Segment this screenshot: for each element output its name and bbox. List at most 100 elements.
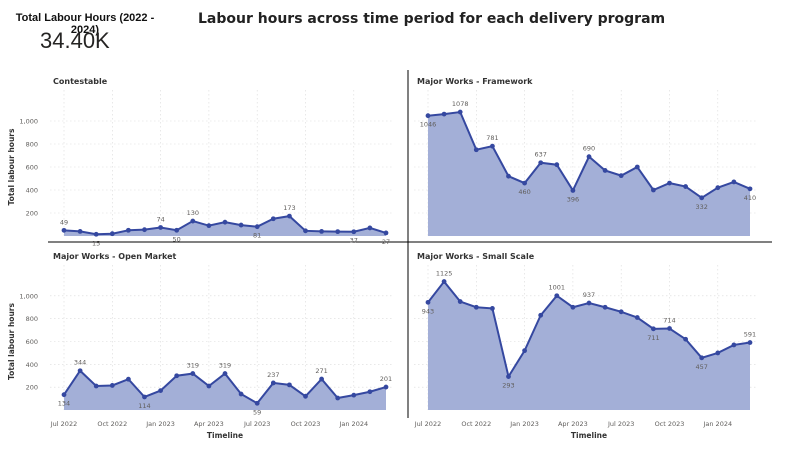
x-tick-label: Jan 2024 [338,420,368,428]
data-point [554,162,560,168]
data-label: 396 [567,195,579,203]
x-tick-label: Oct 2022 [461,420,491,428]
data-point [254,224,260,230]
y-tick-label: 200 [26,384,38,392]
data-point [383,384,389,390]
data-label: 293 [502,382,514,390]
data-point [538,160,544,166]
data-label: 271 [315,367,327,375]
panel-title: Major Works - Framework [417,77,533,86]
data-point [731,179,737,185]
data-point [699,355,705,361]
data-label: 59 [253,408,261,416]
y-tick-label: 400 [26,187,38,195]
data-label: 410 [744,194,756,202]
data-label: 50 [173,235,181,243]
data-label: 319 [187,362,199,370]
data-point [602,168,608,173]
x-tick-label: Apr 2023 [558,420,588,428]
data-point [61,227,67,233]
data-point [206,383,212,389]
data-point [287,213,292,219]
data-point [747,186,753,192]
data-point [319,229,324,234]
data-point [383,230,389,236]
data-point [93,383,99,389]
x-tick-label: Jan 2024 [702,420,732,428]
data-label: 781 [486,134,498,142]
data-point [506,173,511,179]
data-point [109,383,115,388]
data-point [618,173,624,179]
y-axis-label: Total labour hours [7,128,16,205]
data-point [254,400,260,406]
data-point [651,326,656,332]
data-point [158,388,164,393]
data-point [586,154,592,160]
x-tick-label: Jul 2023 [243,420,270,428]
x-tick-label: Jul 2022 [50,420,77,428]
data-point [634,164,640,170]
data-point [457,299,463,304]
data-point [715,185,721,191]
kpi-value: 34.40K [40,28,110,53]
panel-title: Major Works - Small Scale [417,252,535,261]
data-point [425,299,431,305]
x-tick-label: Jul 2023 [607,420,634,428]
x-axis-label: Timeline [207,431,243,440]
x-axis-label: Timeline [571,431,607,440]
data-point [441,111,447,117]
data-point [158,225,164,230]
panel-title: Major Works - Open Market [53,252,177,261]
data-point [206,223,212,229]
data-point [174,373,180,379]
x-tick-label: Jan 2023 [509,420,539,428]
data-label: 637 [534,151,546,159]
data-point [634,315,640,320]
data-label: 457 [695,363,707,371]
data-label: 130 [187,209,199,217]
data-label: 173 [283,204,295,212]
data-point [77,229,83,234]
data-point [238,222,244,228]
x-tick-label: Oct 2023 [655,420,685,428]
data-point [287,382,292,388]
data-label: 943 [422,307,434,315]
kpi-label: Total Labour Hours (2022 - 2024) [15,12,155,36]
data-point [335,229,341,235]
data-point [238,391,244,397]
data-point [335,395,341,401]
data-point [270,380,276,386]
y-tick-label: 400 [26,361,38,369]
data-label: 1046 [420,121,437,129]
data-label: 460 [518,188,530,196]
data-point [190,218,196,224]
x-tick-label: Oct 2023 [291,420,321,428]
data-point [699,195,705,201]
y-tick-label: 600 [26,338,38,346]
x-tick-label: Oct 2022 [97,420,127,428]
data-label: 690 [583,145,595,153]
data-label: 714 [663,316,675,324]
data-point [506,374,511,379]
data-point [61,392,67,398]
data-point [473,147,479,153]
data-point [303,228,308,234]
data-point [142,394,147,400]
data-point [367,225,373,231]
page-title: Labour hours across time period for each… [198,11,666,27]
data-label: 1078 [452,100,469,108]
data-point [522,180,527,186]
data-label: 27 [382,238,390,246]
data-label: 49 [60,218,68,226]
data-point [490,143,495,149]
data-point [319,376,324,382]
data-point [125,376,131,382]
y-tick-label: 1,000 [19,292,38,300]
data-label: 344 [74,359,86,367]
data-point [570,304,576,310]
data-label: 114 [138,402,150,410]
data-label: 74 [156,215,164,223]
data-point [731,342,737,348]
data-label: 201 [380,375,392,383]
